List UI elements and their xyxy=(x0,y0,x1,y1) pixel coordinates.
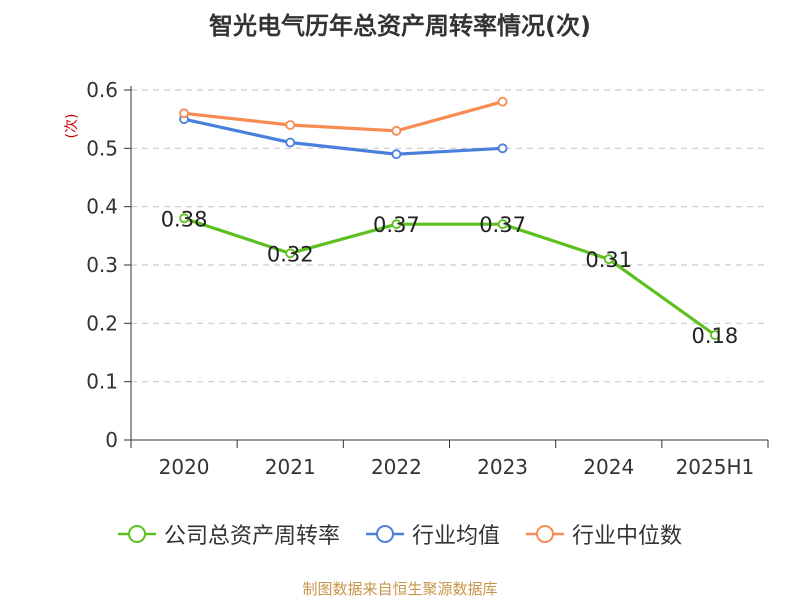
data-point xyxy=(497,219,508,230)
legend-item[interactable]: 行业中位数 xyxy=(526,518,682,550)
y-tick-label: 0.1 xyxy=(86,370,118,394)
legend-label: 公司总资产周转率 xyxy=(163,524,340,549)
data-point xyxy=(285,248,296,259)
data-point xyxy=(179,108,189,119)
y-tick-label: 0.4 xyxy=(86,195,118,219)
y-tick-label: 0.5 xyxy=(86,136,118,160)
x-tick-label: 2023 xyxy=(477,455,528,479)
data-point xyxy=(603,254,614,265)
series-line xyxy=(183,216,716,337)
x-tick-label: 2020 xyxy=(159,455,210,479)
legend-marker-icon xyxy=(526,525,564,543)
y-tick-label: 0 xyxy=(105,428,118,452)
data-point xyxy=(285,137,296,148)
legend: 公司总资产周转率 行业均值 行业中位数 xyxy=(0,518,800,550)
data-point xyxy=(285,120,296,130)
y-axis-label: (次) xyxy=(64,114,80,139)
legend-marker-icon xyxy=(365,525,404,543)
data-point xyxy=(391,149,402,160)
series-line xyxy=(183,100,504,133)
y-tick-label: 0.3 xyxy=(86,253,118,277)
x-tick-label: 2022 xyxy=(371,455,422,479)
data-label: 0.38 xyxy=(161,207,208,231)
data-point xyxy=(179,213,189,224)
legend-marker-icon xyxy=(117,525,156,543)
data-point xyxy=(710,330,720,340)
series-line xyxy=(183,117,503,156)
x-tick-label: 2025H1 xyxy=(676,455,755,479)
data-point xyxy=(391,125,402,136)
source-note: 制图数据来自恒生聚源数据库 xyxy=(302,580,498,598)
data-point xyxy=(391,219,402,230)
x-tick-label: 2024 xyxy=(583,455,634,479)
y-tick-label: 0.2 xyxy=(86,311,118,335)
legend-item[interactable]: 公司总资产周转率 xyxy=(117,518,340,550)
legend-item[interactable]: 行业均值 xyxy=(365,518,500,550)
data-label: 0.37 xyxy=(373,213,420,237)
chart-title: 智光电气历年总资产周转率情况(次) xyxy=(209,12,591,40)
legend-label: 行业均值 xyxy=(411,524,500,549)
data-label: 0.37 xyxy=(479,213,526,237)
data-point xyxy=(497,96,508,107)
y-tick-label: 0.6 xyxy=(86,78,118,102)
data-label: 0.18 xyxy=(692,324,739,348)
data-point xyxy=(497,143,508,154)
data-label: 0.32 xyxy=(267,242,314,266)
data-label: 0.31 xyxy=(585,248,632,272)
x-tick-label: 2021 xyxy=(265,455,316,479)
legend-label: 行业中位数 xyxy=(572,524,683,549)
